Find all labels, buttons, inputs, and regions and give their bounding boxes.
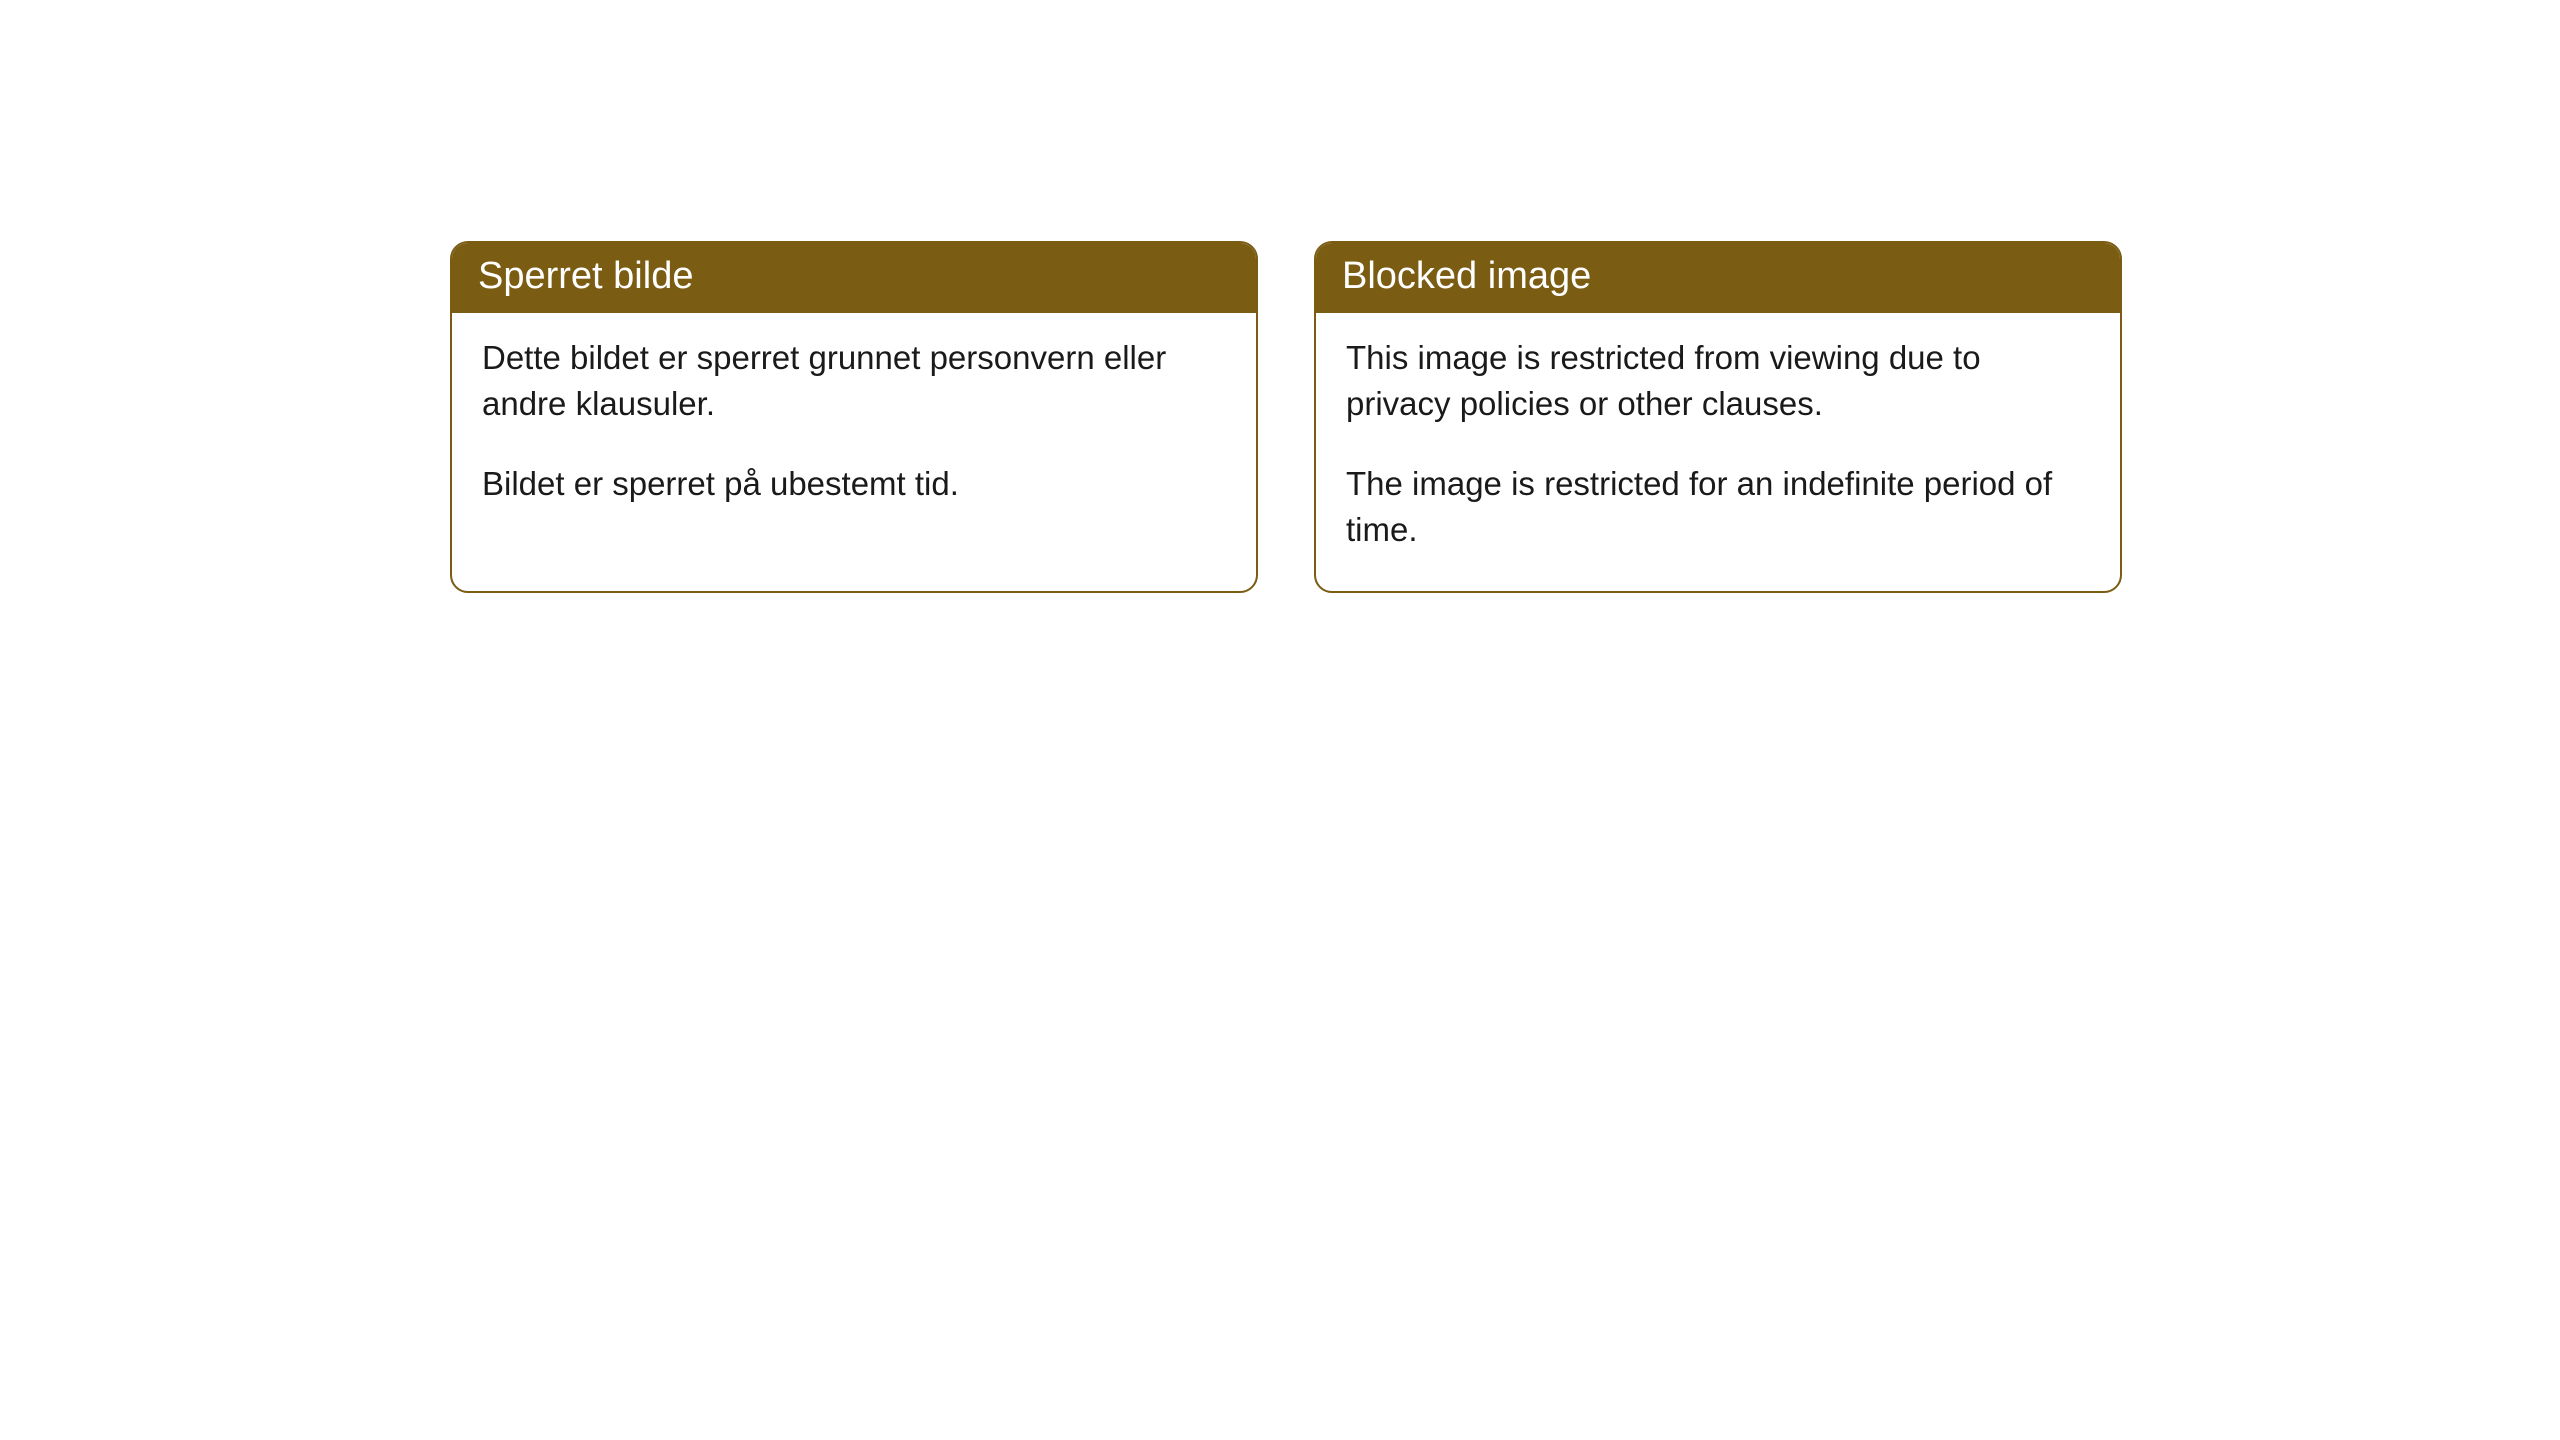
card-body: This image is restricted from viewing du… xyxy=(1316,313,2120,592)
notice-card-english: Blocked image This image is restricted f… xyxy=(1314,241,2122,593)
card-paragraph: Bildet er sperret på ubestemt tid. xyxy=(482,461,1226,507)
card-title: Blocked image xyxy=(1342,255,1591,297)
card-header: Blocked image xyxy=(1316,243,2120,313)
card-body: Dette bildet er sperret grunnet personve… xyxy=(452,313,1256,546)
card-paragraph: The image is restricted for an indefinit… xyxy=(1346,461,2090,553)
card-paragraph: Dette bildet er sperret grunnet personve… xyxy=(482,335,1226,427)
card-paragraph: This image is restricted from viewing du… xyxy=(1346,335,2090,427)
card-header: Sperret bilde xyxy=(452,243,1256,313)
notice-card-norwegian: Sperret bilde Dette bildet er sperret gr… xyxy=(450,241,1258,593)
notice-cards-container: Sperret bilde Dette bildet er sperret gr… xyxy=(450,241,2122,593)
card-title: Sperret bilde xyxy=(478,255,693,297)
